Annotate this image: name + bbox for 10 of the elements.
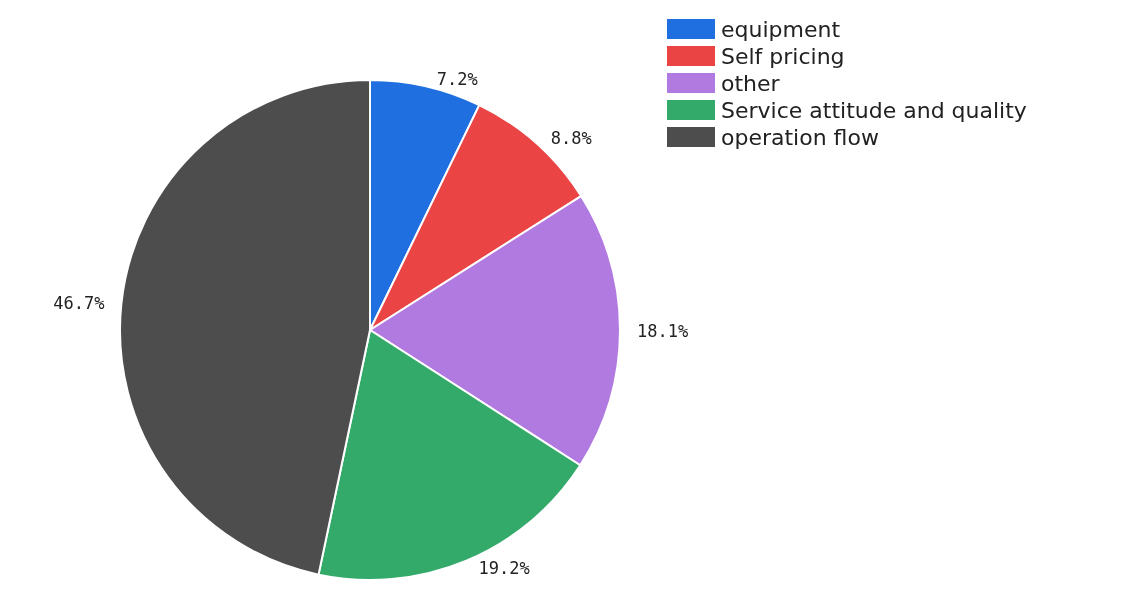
data-label: 7.2% [436, 68, 478, 89]
data-label: 18.1% [637, 320, 689, 341]
data-label: 46.7% [53, 293, 105, 314]
data-label: 19.2% [478, 558, 530, 579]
legend-label: Service attitude and quality [721, 97, 1027, 123]
legend-label: other [721, 70, 781, 96]
legend-label: operation flow [721, 124, 879, 150]
legend-label: equipment [721, 16, 841, 42]
legend-label: Self pricing [721, 43, 845, 69]
data-label: 8.8% [550, 127, 592, 148]
